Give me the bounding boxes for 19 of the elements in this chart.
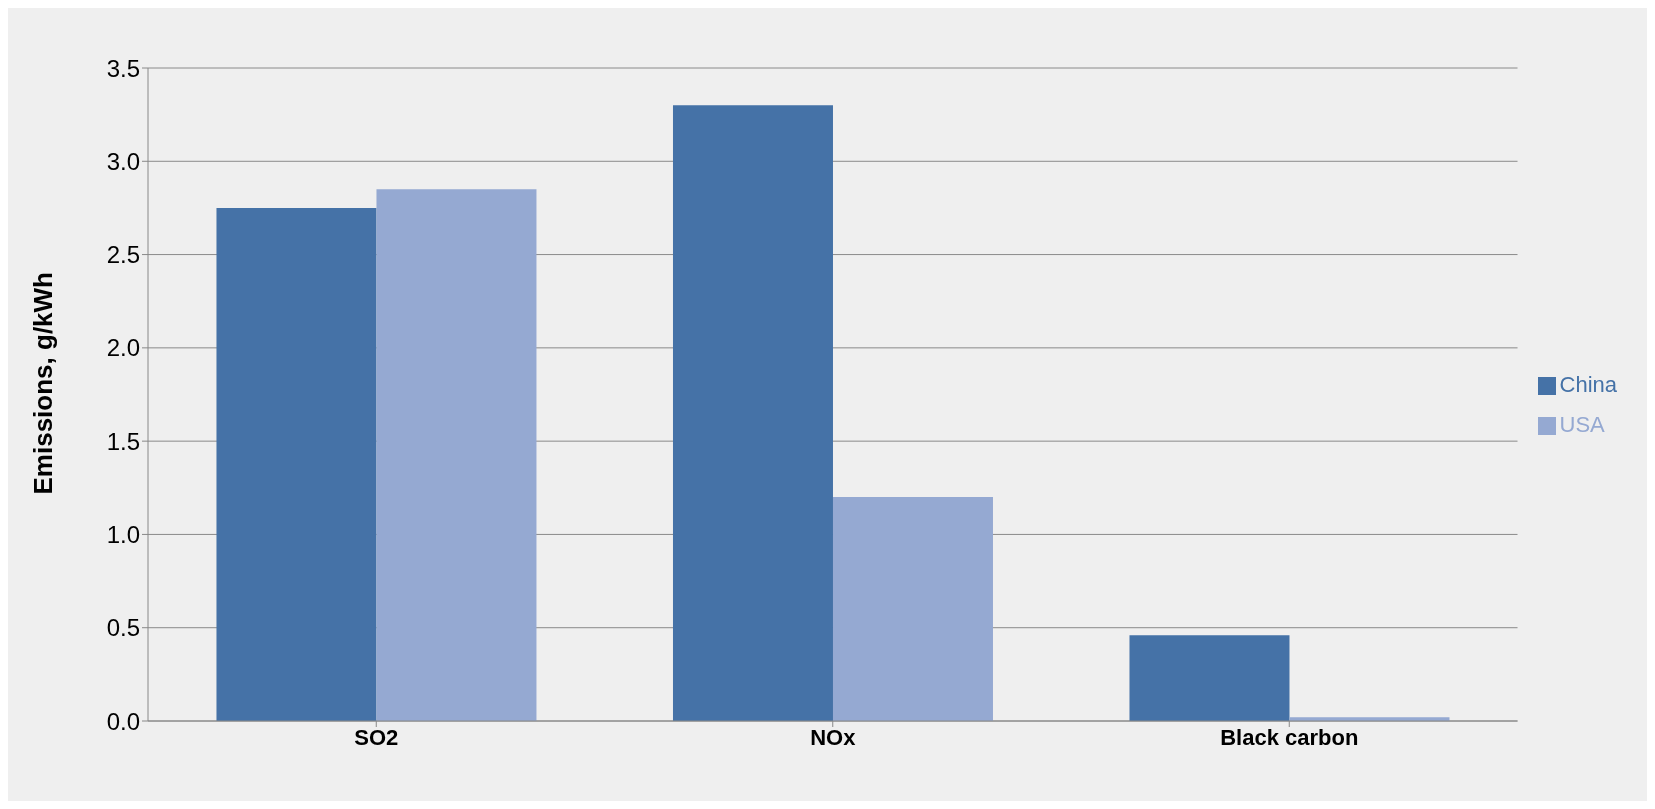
bar (1129, 635, 1290, 721)
bar (376, 189, 537, 721)
y-tick-label: 1.5 (106, 427, 140, 455)
bar (672, 105, 833, 721)
x-tick-label: SO2 (354, 724, 399, 750)
y-tick-label: 1.0 (106, 520, 140, 548)
x-tick-label: NOx (810, 724, 857, 750)
x-tick-label: Black carbon (1220, 724, 1359, 750)
y-tick-label: 3.0 (106, 147, 140, 175)
y-tick-label: 2.0 (106, 334, 140, 362)
y-tick-label: 2.5 (106, 241, 140, 269)
legend-label: USA (1559, 411, 1605, 437)
y-tick-label: 3.5 (106, 54, 140, 82)
bar (832, 497, 993, 721)
y-axis-title: Emissions, g/kWh (28, 272, 59, 495)
y-tick-label: 0.0 (106, 707, 140, 735)
bar (216, 207, 377, 721)
legend-label: China (1559, 371, 1617, 397)
y-tick-label: 0.5 (106, 614, 140, 642)
